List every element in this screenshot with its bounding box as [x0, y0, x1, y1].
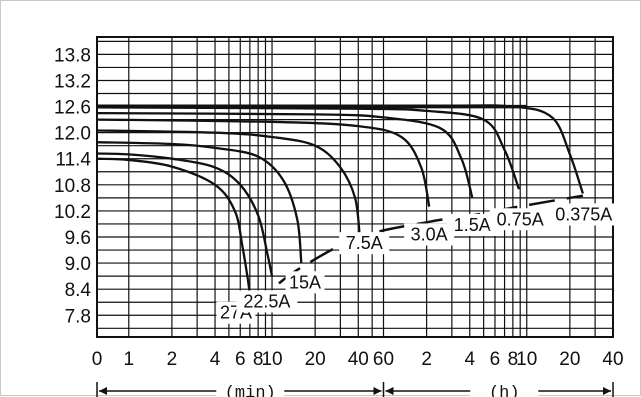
series-label: 1.5A: [454, 215, 491, 235]
discharge-curve: [96, 111, 474, 199]
x-tick-label: 8: [253, 349, 264, 370]
arrow-head-right: [603, 387, 611, 395]
x-tick-label: 40: [348, 349, 369, 370]
y-tick-label: 13.8: [54, 45, 91, 66]
x-tick-label: 0: [92, 349, 103, 370]
y-tick-label: 7.8: [65, 306, 91, 327]
y-tick-label: 13.2: [54, 71, 91, 92]
series-label: 15A: [289, 272, 321, 292]
x-tick-label: 20: [559, 349, 580, 370]
discharge-curve: [96, 141, 303, 264]
y-tick-label: 10.8: [54, 176, 91, 197]
discharge-curve: [96, 129, 361, 238]
discharge-curve: [96, 152, 274, 277]
plot-area: [96, 36, 614, 338]
x-tick-label: 2: [167, 349, 178, 370]
series-label-bg: [404, 223, 455, 246]
x-tick-label: 40: [602, 349, 623, 370]
y-tick-label: 9.6: [65, 228, 91, 249]
series-label-bg: [547, 203, 620, 226]
y-tick-label: 12.0: [54, 124, 91, 145]
series-label: 22.5A: [243, 291, 290, 311]
y-tick-label: 10.2: [54, 202, 91, 223]
x-tick-label: 8: [508, 349, 519, 370]
x-tick-label: 60: [373, 349, 394, 370]
arrow-head-right: [373, 387, 382, 395]
unit-label-bg: [216, 379, 285, 397]
y-tick-label: 11.4: [55, 150, 91, 171]
x-tick-label: 10: [516, 349, 537, 370]
y-tick-label: 12.6: [54, 98, 91, 119]
series-label: 3.0A: [411, 224, 448, 244]
x-unit-label: (min): [225, 384, 276, 397]
arrow-head-left: [99, 387, 107, 395]
x-tick-label: 6: [235, 349, 246, 370]
cutoff-voltage-curve: [249, 194, 584, 310]
x-unit-label: (h): [489, 384, 520, 397]
x-tick-label: 4: [210, 349, 221, 370]
series-label: 0.75A: [497, 209, 544, 229]
discharge-curve: [96, 118, 431, 207]
series-label-bg: [339, 232, 390, 255]
x-tick-label: 4: [464, 349, 475, 370]
y-tick-label: 8.4: [65, 280, 92, 301]
y-tick-label: 9.0: [65, 254, 91, 275]
unit-label-bg: [470, 379, 539, 397]
series-label-bg: [236, 290, 298, 313]
arrow-head-left: [385, 387, 394, 395]
series-label: 0.375A: [555, 204, 612, 224]
series-label-bg: [489, 208, 551, 231]
series-label-bg: [447, 213, 498, 236]
discharge-curve: [96, 157, 252, 303]
series-label-bg: [285, 271, 325, 294]
x-tick-label: 2: [421, 349, 432, 370]
x-tick-label: 6: [490, 349, 501, 370]
x-tick-label: 10: [261, 349, 282, 370]
x-tick-label: 20: [305, 349, 326, 370]
x-tick-label: 1: [123, 349, 134, 370]
series-label: 7.5A: [346, 233, 383, 253]
